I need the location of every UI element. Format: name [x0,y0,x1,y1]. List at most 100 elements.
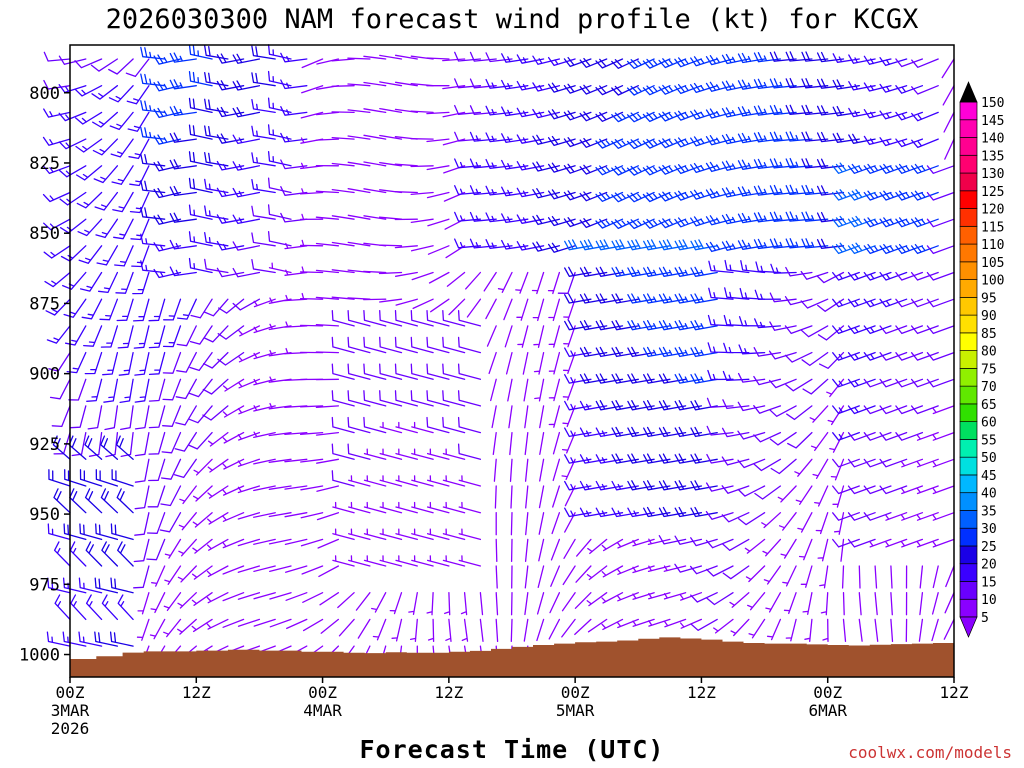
wind-barb [690,56,718,67]
y-axis: 800 825 850 875 900 925 950 975 1000 [19,84,70,666]
wind-barb [847,485,876,495]
wind-barb [754,289,782,300]
wind-barb [816,158,845,169]
wind-barb [601,538,624,552]
wind-barb [46,325,71,344]
wind-barb [410,310,434,327]
wind-barb [879,458,908,468]
wind-barb [317,538,340,549]
wind-barb [95,469,119,487]
wind-barb [69,405,87,429]
wind-barb [134,458,150,483]
wind-barb [253,431,276,439]
wind-barb [705,55,734,66]
wind-barb [705,510,734,520]
wind-barb [426,336,450,354]
wind-barb [207,458,229,473]
wind-barb [800,325,829,338]
wind-barb [237,378,261,389]
wind-barb [548,351,561,375]
wind-barb [524,458,529,482]
wind-barb [78,577,103,594]
wind-barb [457,416,482,434]
wind-barb [300,458,324,463]
wind-barb [863,109,892,119]
wind-barb [391,618,403,642]
y-tick-label: 925 [29,435,60,455]
wind-barb [410,390,434,407]
colorbar-min-arrow [959,616,978,638]
wind-barb [190,298,213,319]
wind-barb [829,431,845,453]
wind-barb [522,351,529,375]
x-tick-label: 00Z [308,683,337,702]
wind-barb [253,618,276,627]
colorbar-max-arrow [959,81,978,103]
wind-barb [394,363,418,380]
wind-barb [426,501,450,514]
wind-barb [237,565,261,573]
wind-barb [932,538,955,548]
wind-barb [801,184,829,196]
wind-barb [458,501,482,514]
wind-barb [84,351,103,375]
wind-barb [204,258,229,274]
wind-barb [269,592,292,600]
wind-barb [363,555,387,567]
wind-barb [253,592,276,600]
wind-barb [426,165,450,171]
wind-barb [601,592,624,604]
wind-barb [379,336,403,354]
wind-barb [444,592,451,616]
wind-barb [832,325,860,335]
wind-barb [146,512,166,534]
wind-barb [510,618,513,643]
wind-barb [800,565,813,588]
wind-barb [721,213,750,225]
wind-barb [801,238,829,249]
wind-barb [747,592,766,611]
wind-barb [674,535,703,545]
credit-link[interactable]: coolwx.com/models [848,743,1012,762]
wind-barb [508,405,513,429]
wind-barb [426,416,450,434]
wind-barb [721,485,750,494]
wind-barb [347,390,371,407]
colorbar-segment [959,545,978,565]
wind-barb [895,85,924,94]
wind-barb [863,458,892,468]
wind-barb [394,54,418,60]
wind-barb [785,238,813,249]
wind-barb [674,217,703,228]
wind-barb [785,157,813,169]
wind-barb [754,318,782,329]
wind-barb [551,512,561,535]
wind-barb [222,592,245,602]
wind-barb [816,238,845,249]
wind-barb [149,618,166,640]
wind-barb [507,378,513,402]
wind-barb [378,271,403,275]
wind-barb [91,85,119,100]
wind-barb [910,405,939,415]
wind-barb [642,58,671,69]
wind-barb [900,538,924,548]
wind-barb [237,538,261,547]
wind-barb [863,405,892,415]
wind-barb [932,512,955,521]
wind-barb [785,266,813,277]
wind-barb [674,83,703,95]
wind-barb [162,405,182,427]
wind-barb [926,271,955,281]
wind-barb [879,137,908,147]
wind-barb [879,298,908,308]
wind-barb [445,618,452,642]
wind-barb [663,618,687,628]
x-tick-label: 5MAR [556,701,595,720]
wind-barb [561,618,576,638]
wind-barb [363,501,387,514]
wind-barb [177,592,197,609]
wind-barb [411,421,434,434]
wind-barb [658,346,687,358]
wind-barb [62,631,87,647]
